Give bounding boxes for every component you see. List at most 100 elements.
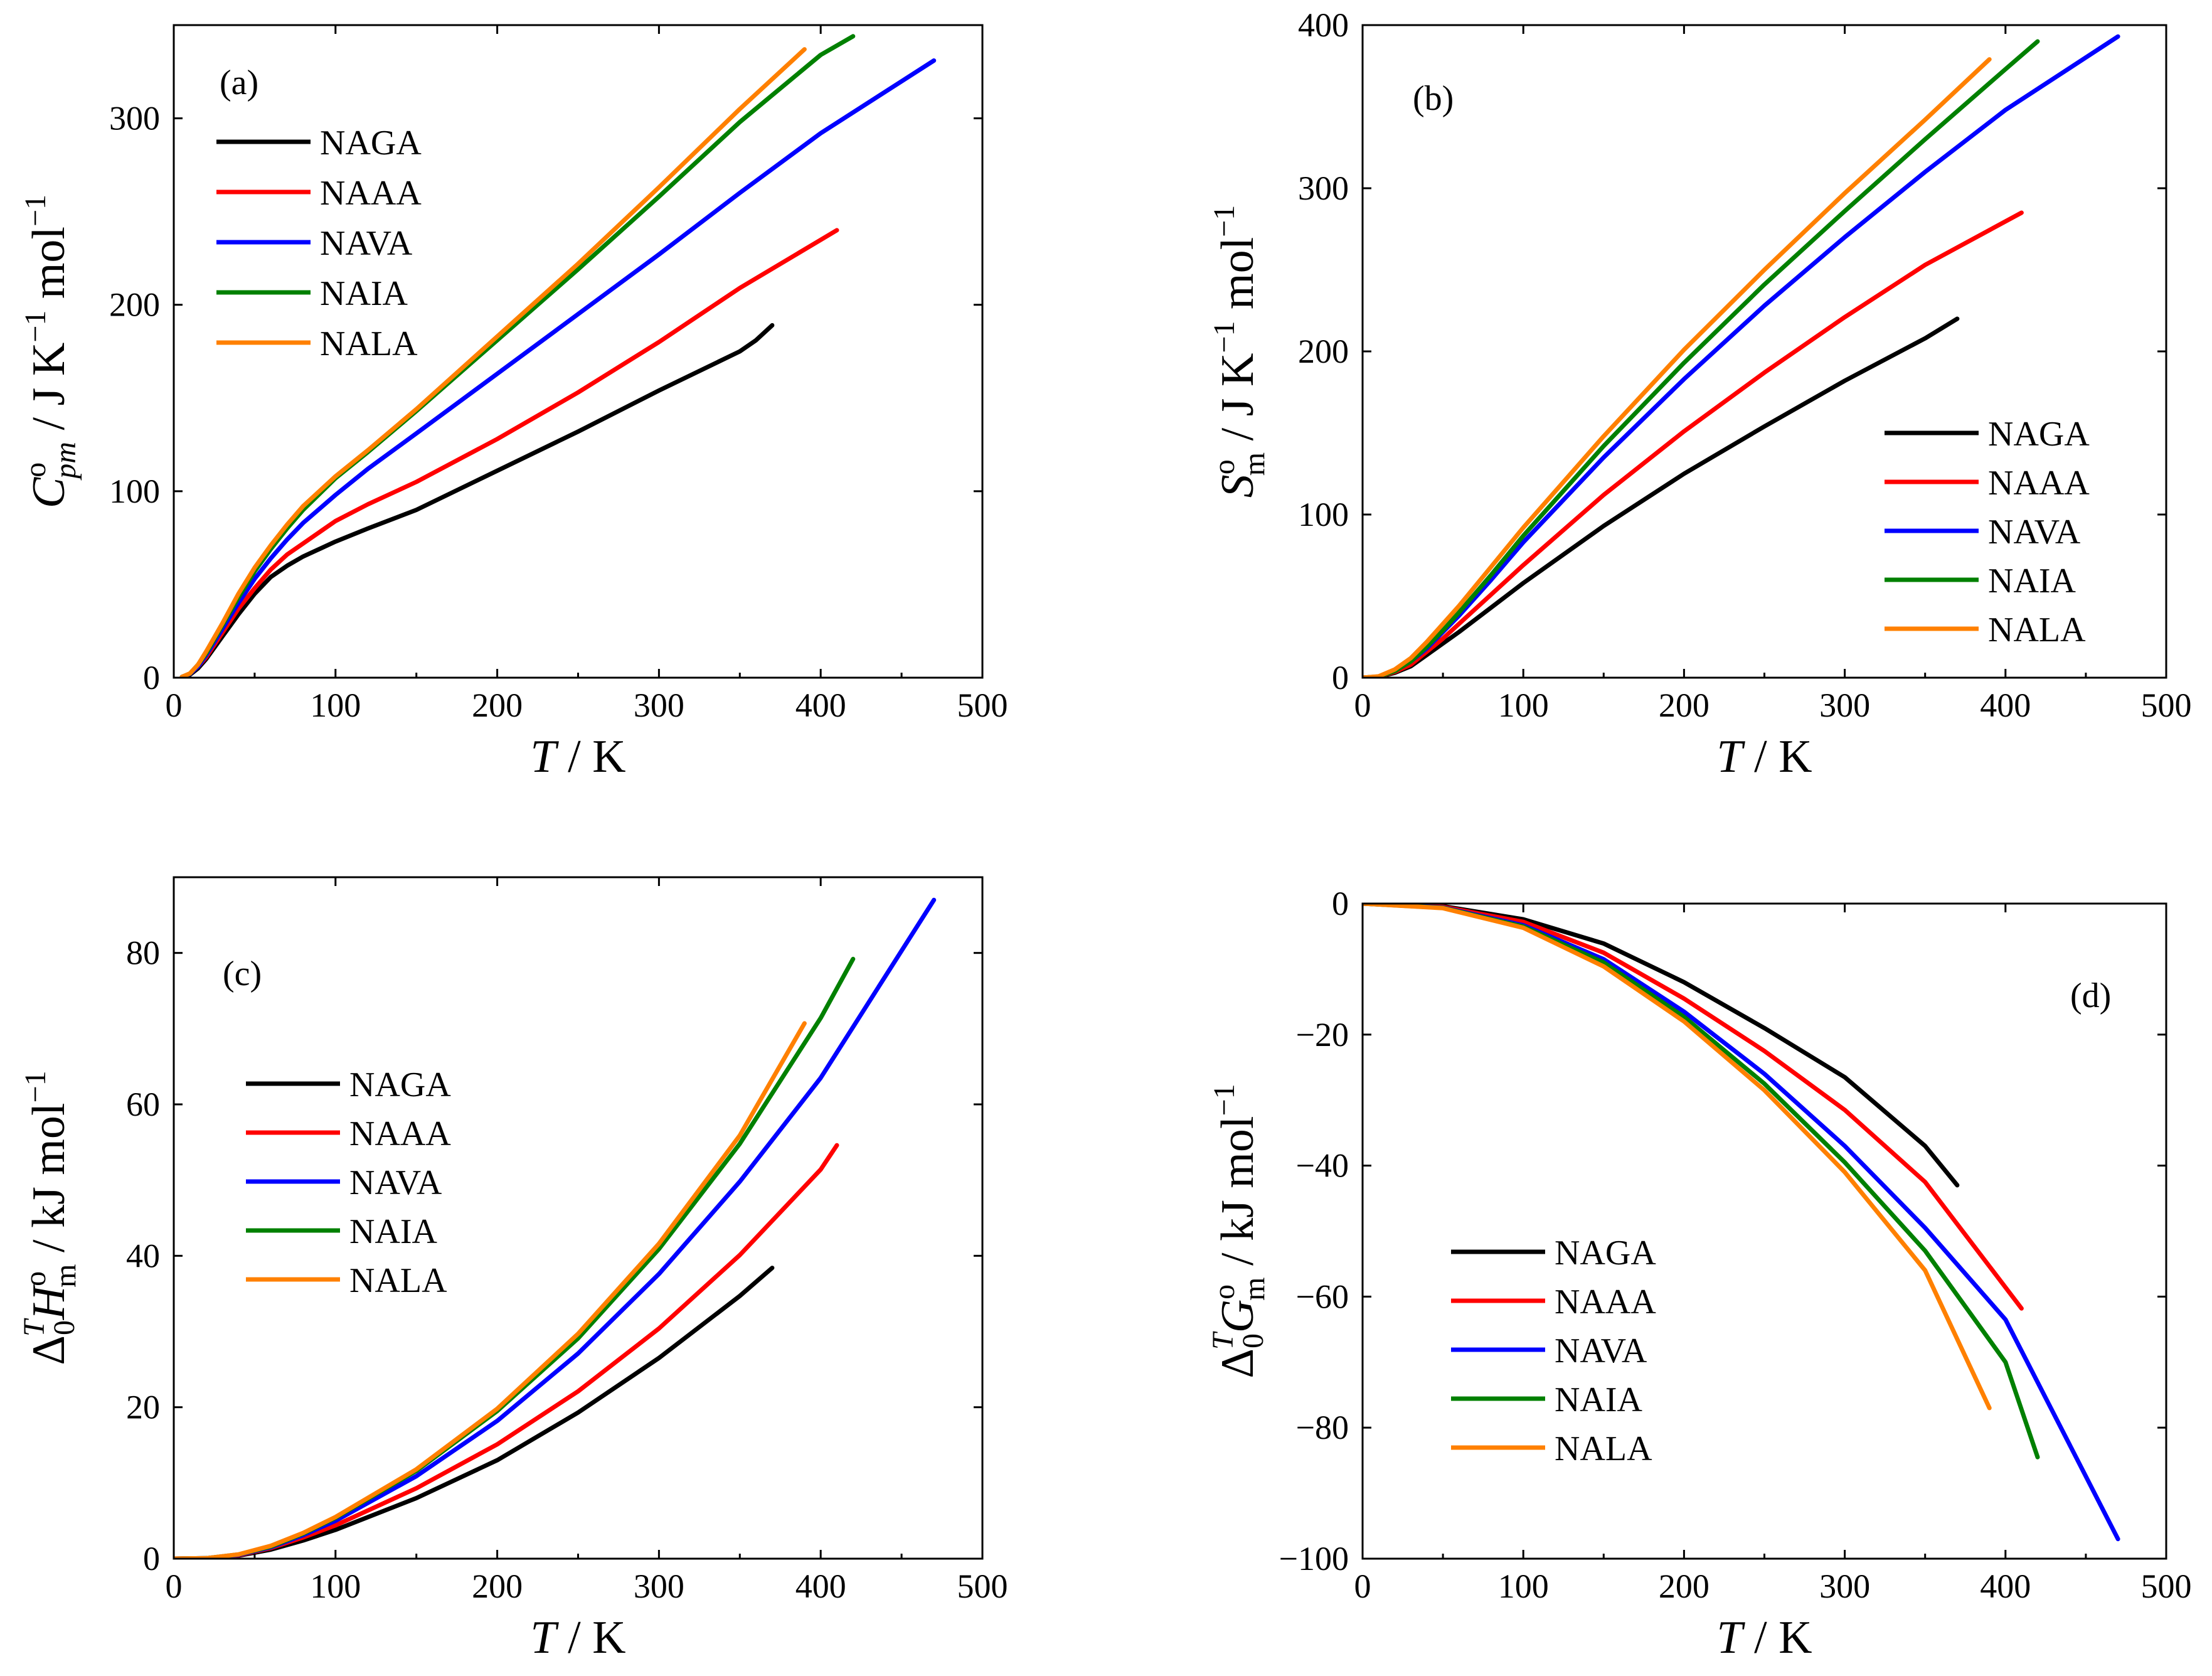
plot-frame	[173, 24, 984, 679]
legend-item-nava: NAVA	[246, 1163, 442, 1202]
series-line-nava	[1363, 904, 2120, 1542]
x-tick-label: 500	[2141, 1567, 2192, 1605]
series-line-nala	[179, 47, 807, 678]
series-line-naaa	[179, 228, 839, 678]
y-tick-label: 20	[126, 1389, 160, 1426]
legend-item-naia: NAIA	[216, 274, 408, 313]
x-tick-label: 0	[1354, 1567, 1371, 1605]
series-line-naia	[1363, 39, 2040, 678]
legend-item-naia: NAIA	[246, 1212, 438, 1251]
series-line-naga	[174, 1266, 775, 1559]
legend-item-nala: NALA	[246, 1261, 447, 1300]
legend-label: NAAA	[349, 1114, 451, 1153]
y-tick-label: 400	[1298, 6, 1349, 44]
legend-item-naia: NAIA	[1885, 562, 2076, 600]
y-tick-label: −40	[1296, 1147, 1349, 1185]
x-tick-label: 500	[2141, 686, 2192, 724]
legend-item-nala: NALA	[1885, 611, 2086, 649]
y-axis-label: Δ0THom / kJ mol−1	[18, 1070, 82, 1365]
legend-label: NAAA	[1988, 464, 2090, 503]
panel-b: 0 100 200 300 400 500 0 100 200 300 400 T / K Som / …	[1208, 6, 2192, 782]
legend-label: NAVA	[1555, 1332, 1647, 1370]
panel-label: (c)	[223, 954, 262, 993]
y-tick-label: −60	[1296, 1278, 1349, 1315]
x-tick-label: 400	[795, 686, 846, 724]
y-tick-label: 300	[1298, 169, 1349, 207]
legend: NAGA NAAA NAVA NAIA NALA	[216, 124, 422, 363]
y-tick-label: 0	[1332, 659, 1349, 697]
series-line-naia	[1363, 904, 2040, 1460]
legend: NAGA NAAA NAVA NAIA NALA	[1451, 1234, 1656, 1468]
series-line-nala	[1363, 904, 1992, 1411]
x-tick-label: 400	[795, 1567, 846, 1605]
legend-label: NAAA	[1555, 1283, 1656, 1321]
y-tick-label: 100	[109, 472, 160, 510]
y-axis-label: Som / J K−1 mol−1	[1208, 205, 1271, 498]
panel-label: (a)	[220, 63, 258, 102]
x-tick-label: 200	[1659, 1567, 1710, 1605]
x-tick-label: 0	[1354, 686, 1371, 724]
x-axis-label: T / K	[1716, 731, 1812, 782]
y-tick-label: 80	[126, 934, 160, 972]
y-axis-label: Δ0TGom / kJ mol−1	[1206, 1084, 1271, 1378]
legend-label: NALA	[320, 324, 418, 363]
legend-item-naaa: NAAA	[1885, 464, 2090, 503]
plot-frame	[1361, 902, 2167, 1560]
y-tick-label: 200	[109, 286, 160, 324]
legend-item-naaa: NAAA	[1451, 1283, 1656, 1321]
legend-item-naga: NAGA	[246, 1065, 451, 1104]
legend-label: NAVA	[349, 1163, 442, 1202]
legend-item-naia: NAIA	[1451, 1380, 1643, 1419]
x-tick-label: 200	[472, 1567, 523, 1605]
legend-item-nava: NAVA	[216, 224, 413, 263]
legend: NAGA NAAA NAVA NAIA NALA	[1885, 415, 2090, 649]
y-axis-label: Copm / J K−1 mol−1	[19, 195, 82, 508]
y-tick-label: 0	[143, 1540, 160, 1577]
legend-label: NAIA	[320, 274, 408, 313]
y-tick-label: −20	[1296, 1016, 1349, 1054]
x-tick-label: 200	[472, 686, 523, 724]
legend-label: NAIA	[1988, 562, 2076, 600]
x-tick-label: 100	[1498, 686, 1549, 724]
y-tick-label: 300	[109, 100, 160, 137]
y-tick-label: −100	[1279, 1540, 1349, 1577]
legend-item-nala: NALA	[216, 324, 418, 363]
x-tick-label: 400	[1980, 686, 2031, 724]
series-line-naaa	[174, 1143, 839, 1559]
series-line-naga	[1363, 904, 1960, 1188]
x-tick-label: 300	[634, 686, 684, 724]
legend-label: NAGA	[1555, 1234, 1656, 1273]
y-tick-label: 100	[1298, 496, 1349, 533]
x-tick-label: 300	[634, 1567, 684, 1605]
y-tick-label: −80	[1296, 1409, 1349, 1446]
x-axis-label: T / K	[530, 731, 625, 782]
legend-item-naga: NAGA	[1451, 1234, 1656, 1273]
legend-item-nala: NALA	[1451, 1429, 1652, 1468]
legend-label: NALA	[349, 1261, 447, 1300]
x-tick-label: 300	[1819, 686, 1870, 724]
legend-label: NAAA	[320, 174, 422, 213]
x-tick-label: 100	[310, 686, 361, 724]
x-tick-label: 400	[1980, 1567, 2031, 1605]
legend-label: NAGA	[349, 1065, 451, 1104]
x-tick-label: 500	[957, 1567, 1008, 1605]
series-line-nava	[179, 58, 937, 678]
legend: NAGA NAAA NAVA NAIA NALA	[246, 1065, 451, 1300]
plot-frame	[173, 876, 984, 1560]
legend-item-nava: NAVA	[1885, 513, 2081, 552]
legend-label: NAIA	[349, 1212, 438, 1251]
panel-d: 0 100 200 300 400 500 0 −20 −40 −60 −80 −100 T / K Δ0…	[1206, 885, 2192, 1663]
legend-item-nava: NAVA	[1451, 1332, 1647, 1370]
x-tick-label: 200	[1659, 686, 1710, 724]
x-axis-label: T / K	[1716, 1612, 1812, 1663]
y-tick-label: 40	[126, 1237, 160, 1274]
legend-label: NALA	[1555, 1429, 1652, 1468]
x-tick-label: 500	[957, 686, 1008, 724]
x-tick-label: 300	[1819, 1567, 1870, 1605]
y-tick-label: 60	[126, 1086, 160, 1123]
legend-item-naaa: NAAA	[216, 174, 422, 213]
y-tick-label: 0	[143, 659, 160, 697]
legend-label: NAVA	[320, 224, 413, 263]
legend-label: NALA	[1988, 611, 2086, 649]
